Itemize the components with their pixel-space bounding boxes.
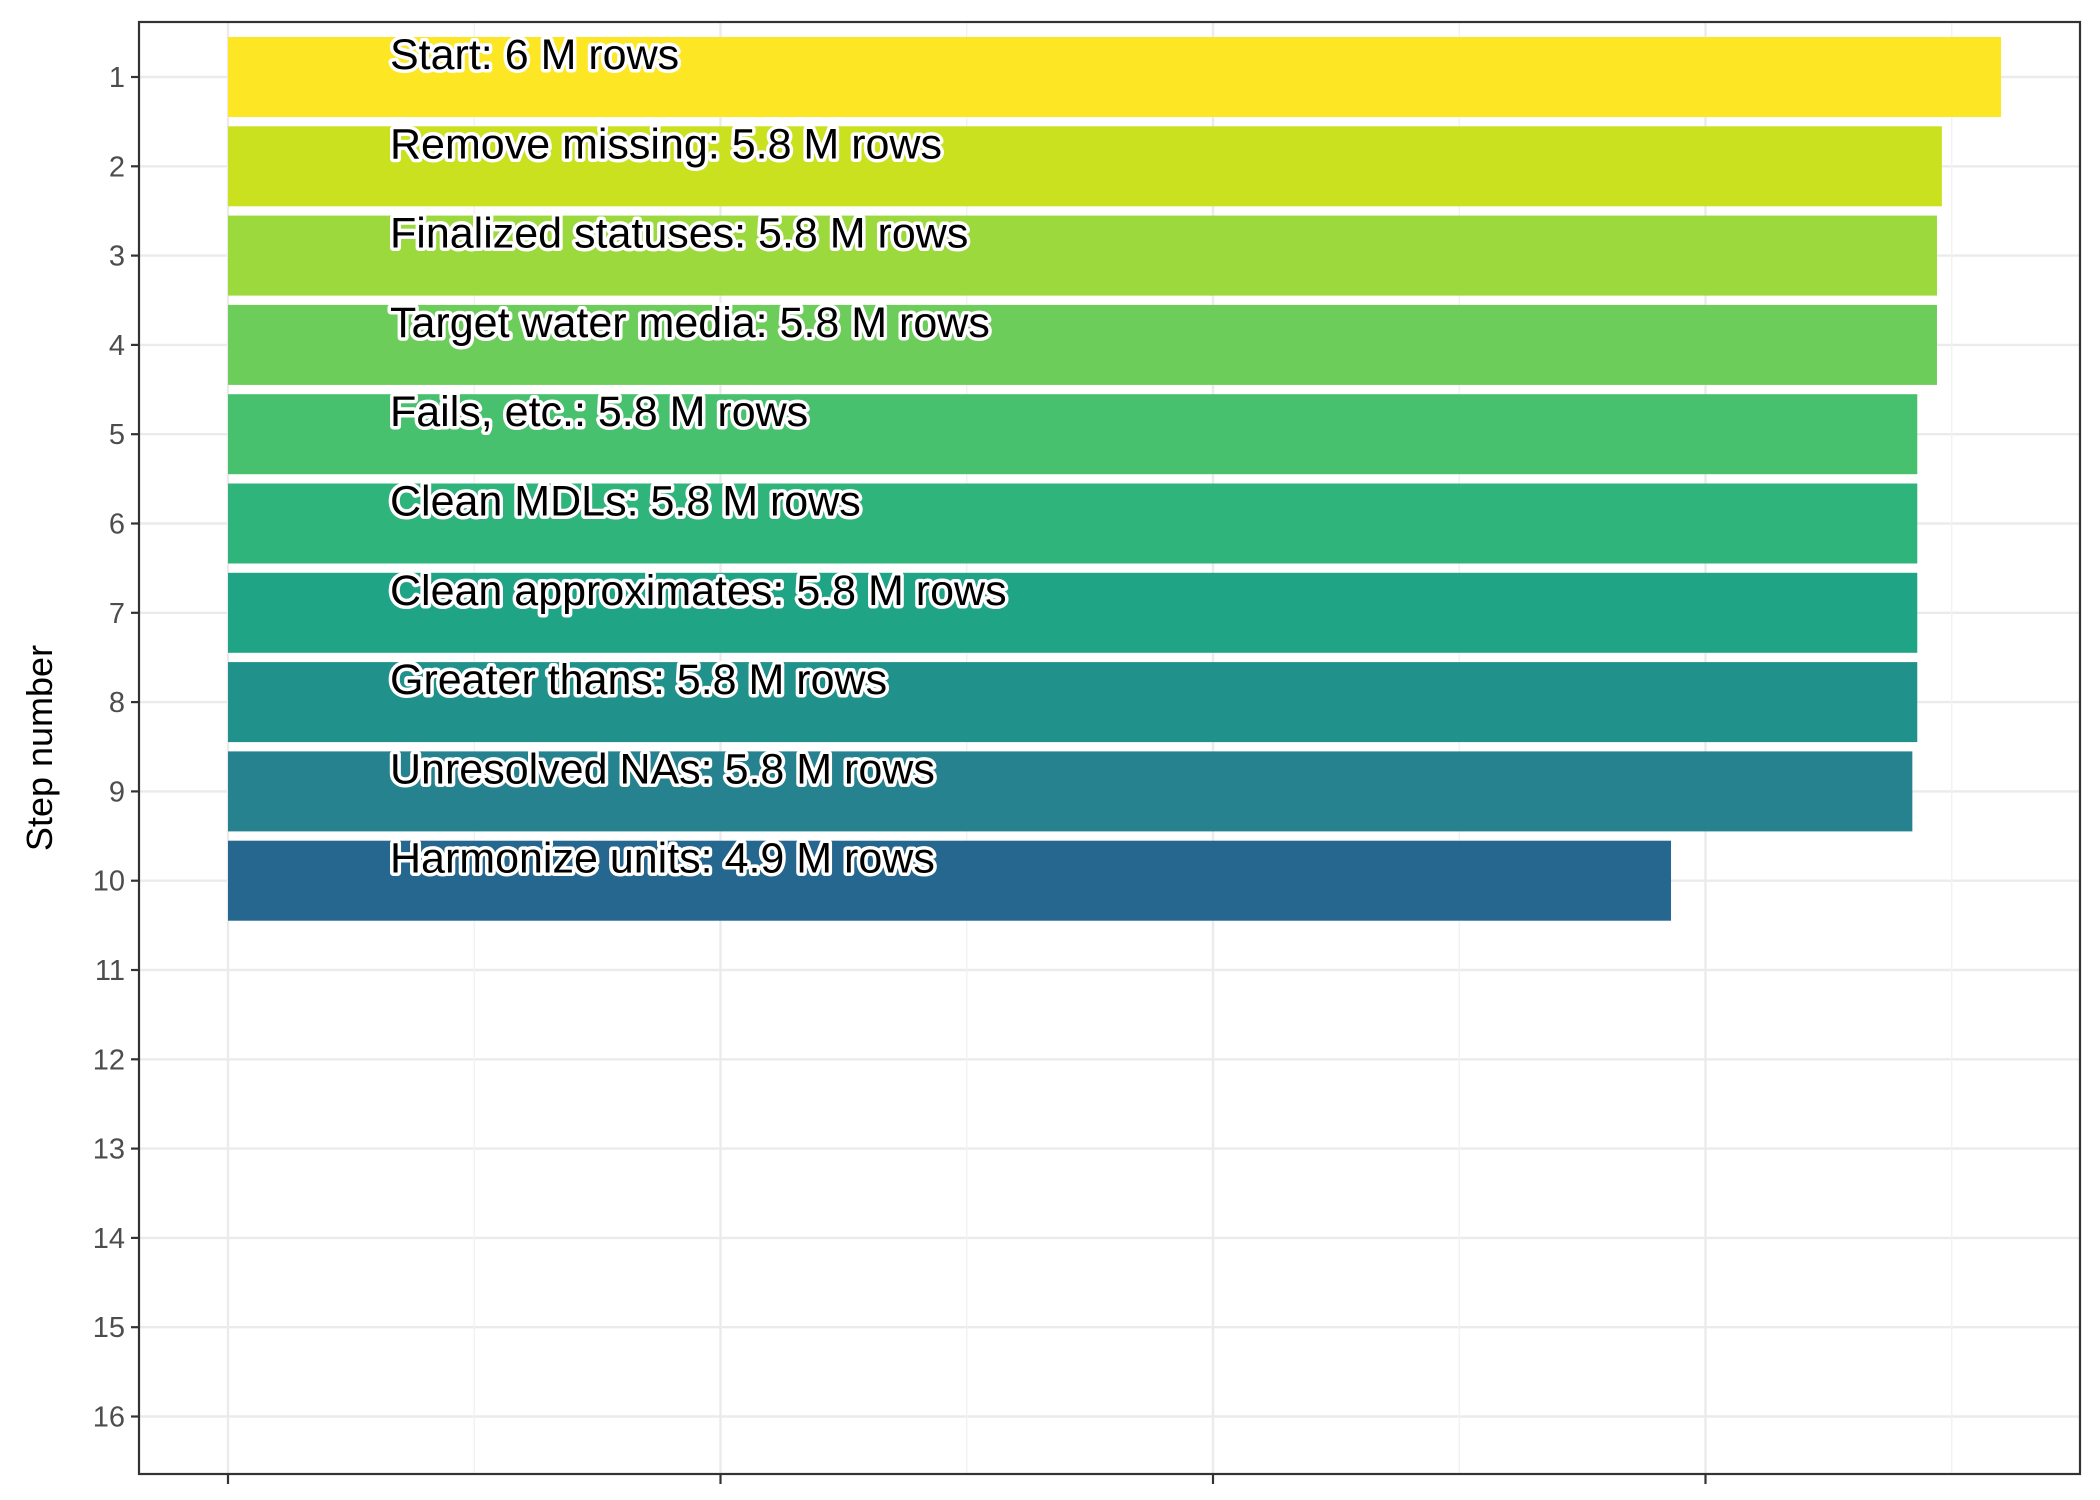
bar-labels: Start: 6 M rows Remove missing: 5.8 M row… (387, 28, 1011, 887)
y-tick-label: 2 (109, 151, 125, 183)
x-axis (226, 1474, 1707, 1484)
bars (228, 37, 2001, 921)
bar-label: Target water media: 5.8 M rows (390, 299, 990, 347)
y-tick-label: 14 (93, 1223, 125, 1255)
y-tick-label: 4 (109, 330, 125, 362)
y-tick-label: 9 (109, 776, 125, 808)
y-tick-label: 3 (109, 241, 125, 273)
y-tick-label: 16 (93, 1402, 125, 1434)
bar (228, 483, 1918, 564)
bar (228, 751, 1913, 832)
y-tick-label: 10 (93, 866, 125, 898)
bar (228, 662, 1918, 743)
bar (228, 304, 1937, 385)
y-tick-label: 13 (93, 1134, 125, 1166)
bar-label: Clean MDLs: 5.8 M rows (390, 478, 861, 526)
bar-label: Fails, etc.: 5.8 M rows (390, 388, 808, 436)
y-tick-label: 6 (109, 509, 125, 541)
bar-label: Unresolved NAs: 5.8 M rows (390, 745, 935, 793)
bar-label: Greater thans: 5.8 M rows (390, 656, 887, 704)
bar (228, 840, 1672, 921)
bar (228, 37, 2001, 117)
bar-label: Start: 6 M rows (390, 31, 679, 79)
y-tick-label: 1 (109, 62, 125, 94)
bar (228, 394, 1918, 475)
bar (228, 126, 1942, 207)
bar-label: Clean approximates: 5.8 M rows (390, 567, 1007, 615)
y-tick-label: 12 (93, 1044, 125, 1076)
y-tick-label: 5 (109, 419, 125, 451)
bar-label: Remove missing: 5.8 M rows (390, 120, 942, 168)
y-tick-label: 11 (95, 955, 125, 987)
y-axis-title: Step number (19, 645, 60, 851)
panel-border (137, 20, 2082, 1476)
y-tick-label: 15 (93, 1312, 125, 1344)
bar-label: Harmonize units: 4.9 M rows (390, 835, 935, 883)
y-tick-label: 7 (109, 598, 125, 630)
bar-label: Finalized statuses: 5.8 M rows (390, 210, 968, 258)
bar (228, 215, 1937, 296)
y-tick-label: 8 (109, 687, 125, 719)
bar (228, 572, 1918, 653)
